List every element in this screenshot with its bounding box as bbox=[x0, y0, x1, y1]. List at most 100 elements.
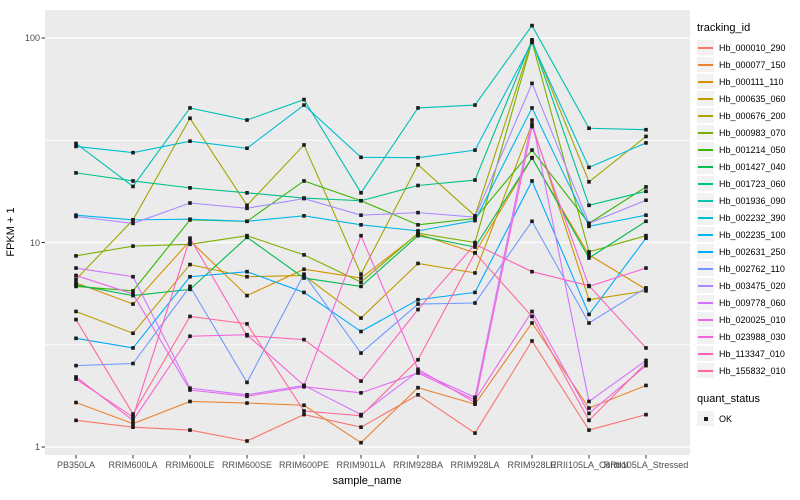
line-swatch-key bbox=[697, 278, 714, 293]
data-point bbox=[302, 383, 306, 388]
data-point bbox=[359, 223, 363, 227]
data-point bbox=[530, 179, 534, 183]
data-point bbox=[530, 219, 534, 224]
data-point bbox=[74, 363, 78, 368]
line-swatch-icon bbox=[698, 46, 713, 49]
x-tick-label: RRIM600LA bbox=[108, 460, 158, 470]
line-swatch-key bbox=[697, 108, 714, 123]
line-swatch-icon bbox=[698, 369, 713, 372]
legend-item-label: Hb_113347_010 bbox=[719, 348, 785, 359]
data-point bbox=[644, 236, 648, 240]
line-swatch-key bbox=[697, 312, 714, 327]
data-point bbox=[302, 143, 306, 147]
data-point bbox=[302, 412, 306, 417]
data-point bbox=[644, 213, 648, 217]
data-point bbox=[188, 274, 192, 279]
data-point bbox=[416, 261, 420, 266]
legend-item-label: Hb_000676_200 bbox=[719, 110, 786, 121]
line-swatch-icon bbox=[698, 216, 713, 219]
legend-item-label: Hb_000010_290 bbox=[719, 42, 786, 53]
data-point bbox=[587, 428, 591, 432]
data-point bbox=[131, 412, 135, 416]
line-swatch-icon bbox=[698, 301, 713, 304]
data-point bbox=[188, 186, 192, 190]
data-point bbox=[188, 238, 192, 243]
legend-item-Hb_020025_010: Hb_020025_010 bbox=[697, 311, 799, 328]
data-point bbox=[188, 236, 192, 240]
data-point bbox=[131, 361, 135, 366]
data-point bbox=[530, 81, 534, 86]
legend-item-label: Hb_000635_060 bbox=[719, 93, 786, 104]
data-point bbox=[302, 103, 306, 107]
data-point bbox=[245, 293, 249, 298]
line-swatch-icon bbox=[698, 165, 713, 168]
data-point bbox=[644, 346, 648, 350]
legend-tracking-items: Hb_000010_290 Hb_000077_150 Hb_000111_110 H… bbox=[697, 39, 799, 379]
data-point bbox=[416, 367, 420, 372]
data-point bbox=[359, 190, 363, 195]
data-point bbox=[131, 302, 135, 306]
data-point bbox=[587, 256, 591, 260]
data-point bbox=[644, 134, 648, 139]
data-point bbox=[74, 400, 78, 405]
data-point bbox=[74, 281, 78, 285]
data-point bbox=[245, 146, 249, 151]
data-point bbox=[644, 198, 648, 203]
data-point bbox=[473, 395, 477, 400]
y-tick-label: 1 bbox=[34, 442, 40, 452]
data-point bbox=[74, 214, 78, 219]
data-point bbox=[416, 385, 420, 390]
line-swatch-key bbox=[697, 125, 714, 140]
data-point bbox=[587, 406, 591, 410]
x-tick-label: RRIM600LE bbox=[165, 460, 215, 470]
data-point bbox=[473, 431, 477, 435]
legend: tracking_id Hb_000010_290 Hb_000077_150 Hb… bbox=[697, 22, 799, 427]
data-point bbox=[131, 274, 135, 279]
x-tick-label: PB350LA bbox=[56, 460, 96, 470]
data-point bbox=[530, 155, 534, 160]
line-swatch-icon bbox=[698, 199, 713, 202]
data-point bbox=[473, 242, 477, 247]
data-point bbox=[416, 307, 420, 312]
data-point bbox=[587, 203, 591, 208]
ok-point-key bbox=[697, 411, 714, 426]
data-point bbox=[74, 144, 78, 149]
data-point bbox=[302, 214, 306, 218]
data-point bbox=[131, 221, 135, 226]
data-point bbox=[131, 218, 135, 222]
legend-item-Hb_000676_200: Hb_000676_200 bbox=[697, 107, 799, 124]
x-tick-label: RRII105LA_Stressed bbox=[603, 460, 689, 470]
data-point bbox=[416, 233, 420, 238]
data-point bbox=[245, 380, 249, 385]
data-point bbox=[644, 289, 648, 293]
data-point bbox=[473, 398, 477, 402]
data-point bbox=[473, 218, 477, 223]
data-point bbox=[302, 267, 306, 272]
legend-item-Hb_000077_150: Hb_000077_150 bbox=[697, 56, 799, 73]
data-point bbox=[473, 301, 477, 305]
data-point bbox=[530, 269, 534, 274]
data-point bbox=[587, 250, 591, 254]
data-point bbox=[587, 411, 591, 416]
line-swatch-key bbox=[697, 227, 714, 242]
data-point bbox=[530, 23, 534, 28]
data-point bbox=[74, 375, 78, 379]
line-swatch-icon bbox=[698, 114, 713, 117]
data-point bbox=[245, 274, 249, 279]
data-point bbox=[74, 266, 78, 270]
legend-item-label: Hb_002762_110 bbox=[719, 263, 785, 274]
data-point bbox=[74, 171, 78, 175]
data-point bbox=[587, 221, 591, 226]
legend-item-label: Hb_002232_390 bbox=[719, 212, 786, 223]
data-point bbox=[188, 201, 192, 205]
data-point bbox=[416, 183, 420, 188]
data-point bbox=[530, 339, 534, 343]
legend-item-label: Hb_023988_030 bbox=[719, 331, 786, 342]
data-point bbox=[302, 290, 306, 295]
legend-item-label: Hb_001723_060 bbox=[719, 178, 786, 189]
line-swatch-key bbox=[697, 74, 714, 89]
line-swatch-icon bbox=[698, 318, 713, 321]
data-point bbox=[74, 273, 78, 278]
data-point bbox=[587, 165, 591, 170]
line-swatch-icon bbox=[698, 182, 713, 185]
